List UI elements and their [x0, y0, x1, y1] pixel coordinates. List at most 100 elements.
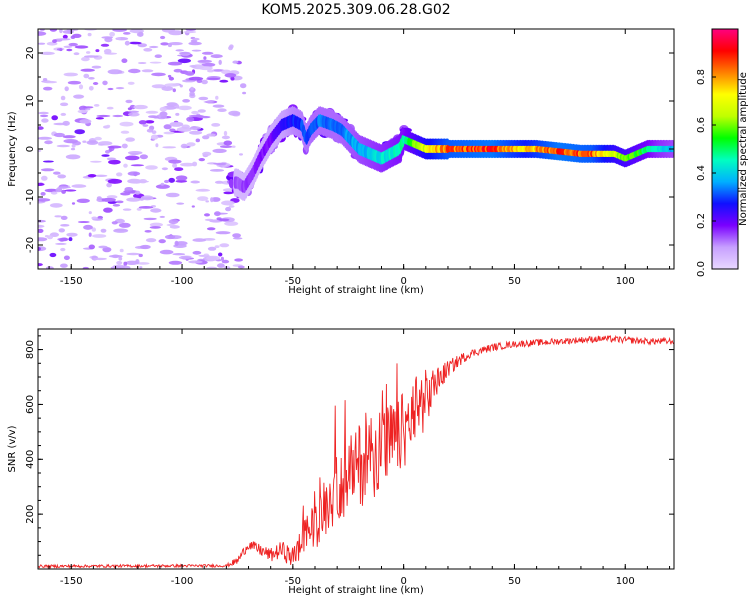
noise-speckle	[96, 114, 111, 118]
noise-speckle	[98, 245, 108, 249]
noise-speckle	[221, 135, 230, 140]
noise-speckle	[220, 145, 233, 148]
noise-speckle	[120, 265, 131, 269]
noise-speckle	[105, 150, 110, 154]
noise-speckle	[206, 133, 216, 137]
x-tick-label: 50	[508, 276, 521, 287]
noise-speckle	[38, 136, 52, 140]
noise-speckle	[149, 222, 163, 227]
noise-speckle	[140, 195, 154, 201]
noise-speckle	[140, 244, 151, 250]
noise-speckle	[56, 38, 71, 41]
snr-series-line	[38, 334, 674, 569]
y-tick-label: 20	[25, 47, 36, 60]
noise-speckle	[151, 72, 166, 77]
noise-speckle	[164, 179, 170, 184]
noise-speckle	[63, 72, 78, 77]
noise-speckle	[190, 86, 194, 91]
noise-speckle	[155, 184, 170, 189]
x-tick-label: -150	[60, 276, 83, 287]
noise-speckle	[95, 117, 104, 120]
noise-speckle	[107, 69, 123, 75]
noise-speckle	[40, 192, 46, 196]
x-tick-label: -100	[171, 276, 194, 287]
noise-speckle	[219, 79, 229, 83]
noise-speckle	[198, 66, 213, 71]
noise-speckle	[122, 208, 132, 211]
noise-speckle	[218, 59, 222, 65]
noise-speckle	[56, 144, 70, 148]
noise-speckle	[127, 112, 140, 117]
noise-speckle	[130, 179, 143, 184]
noise-speckle	[108, 159, 121, 165]
noise-speckle	[53, 171, 61, 175]
noise-speckle	[231, 145, 236, 148]
noise-speckle	[173, 68, 183, 73]
noise-speckle	[145, 238, 157, 243]
noise-speckle	[104, 37, 113, 43]
noise-speckle	[155, 143, 159, 148]
noise-speckle	[87, 32, 92, 37]
noise-speckle	[168, 76, 174, 81]
noise-speckle	[74, 129, 85, 135]
noise-speckle	[44, 140, 53, 145]
noise-speckle	[60, 224, 70, 227]
snr-axes: -150 -100 -50 0 50 100 200 400 600 800	[25, 329, 674, 587]
noise-speckle	[201, 79, 208, 85]
noise-speckle	[167, 43, 172, 48]
snr-frame	[37, 328, 675, 570]
noise-speckle	[228, 205, 235, 208]
noise-speckle	[228, 110, 241, 116]
noise-speckle	[135, 259, 140, 265]
noise-speckle	[71, 184, 87, 188]
noise-speckle	[156, 114, 168, 120]
noise-speckle	[126, 197, 141, 202]
noise-speckle	[221, 200, 235, 206]
noise-speckle	[221, 259, 230, 264]
noise-speckle	[127, 81, 135, 85]
noise-speckle	[84, 55, 99, 58]
spectrogram-x-label: Height of straight line (km)	[288, 285, 424, 296]
noise-speckle	[145, 165, 158, 170]
noise-speckle	[203, 56, 207, 60]
noise-speckle	[168, 177, 175, 183]
noise-speckle	[116, 37, 121, 40]
noise-speckle	[73, 94, 85, 99]
spectrogram-area	[38, 29, 674, 269]
noise-speckle	[229, 44, 234, 49]
noise-speckle	[179, 51, 191, 55]
noise-speckle	[223, 130, 228, 136]
noise-speckle	[59, 238, 65, 242]
noise-speckle	[215, 95, 219, 100]
noise-speckle	[188, 41, 202, 46]
noise-speckle	[242, 91, 247, 95]
noise-speckle	[180, 143, 188, 149]
noise-speckle	[215, 231, 231, 235]
noise-speckle	[207, 246, 217, 251]
noise-speckle	[107, 178, 123, 184]
noise-speckle	[106, 157, 116, 161]
noise-speckle	[41, 118, 49, 123]
noise-speckle	[55, 187, 62, 193]
noise-speckle	[127, 107, 132, 111]
noise-speckle	[38, 237, 48, 242]
noise-speckle	[218, 252, 223, 257]
colorbar-tick-label: 0.4	[696, 165, 707, 181]
noise-speckle	[206, 227, 216, 231]
noise-speckle	[88, 232, 92, 237]
noise-speckle	[92, 82, 99, 85]
noise-speckle	[40, 168, 55, 172]
noise-speckle	[78, 84, 84, 90]
noise-speckle	[91, 227, 97, 232]
noise-speckle	[159, 249, 174, 255]
noise-speckle	[144, 120, 155, 124]
noise-speckle	[203, 100, 215, 103]
x-tick-label: -50	[285, 576, 301, 587]
noise-speckle	[60, 95, 66, 101]
noise-speckle	[217, 108, 227, 112]
noise-speckle	[66, 48, 73, 52]
noise-speckle	[192, 238, 207, 242]
noise-speckle	[175, 175, 188, 181]
noise-speckle	[159, 106, 167, 112]
